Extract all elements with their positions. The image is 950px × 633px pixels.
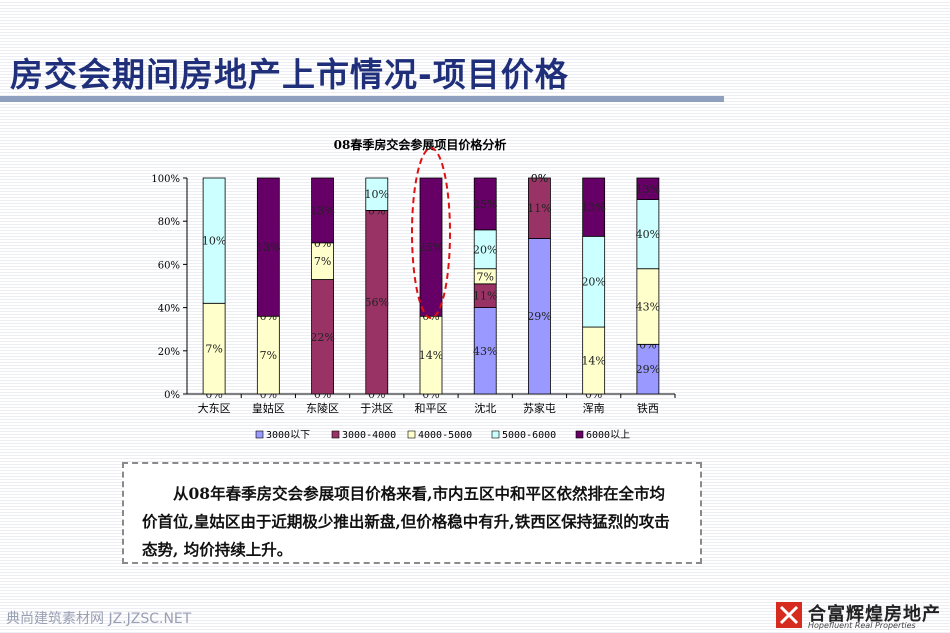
y-tick-label: 60% <box>158 260 180 271</box>
x-tick-label: 于洪区 <box>360 401 393 415</box>
data-label: 7% <box>205 343 222 356</box>
x-tick-label: 铁西 <box>637 402 659 415</box>
page-title: 房交会期间房地产上市情况-项目价格 <box>10 55 569 94</box>
x-tick-label: 沈北 <box>474 401 496 415</box>
y-tick-label: 80% <box>158 217 180 228</box>
legend-swatch <box>255 430 264 439</box>
y-tick-label: 0% <box>164 390 180 401</box>
bar-segment <box>528 177 551 239</box>
data-label: 14% <box>581 355 605 368</box>
data-label: 13% <box>310 204 334 217</box>
company-logo: 合富辉煌房地产 Hopefluent Real Properties <box>776 600 946 630</box>
bar-segment <box>419 177 443 317</box>
bar-segment <box>473 177 497 231</box>
bar-segment <box>582 177 606 237</box>
legend-label: 3000-4000 <box>342 430 396 441</box>
data-label: 7% <box>314 255 331 268</box>
bar-segment <box>256 177 280 317</box>
bar-segment <box>202 177 226 304</box>
price-chart: 08春季房交会参展项目价格分析 0% 20% 40% 60% 80% 100% 0% 7% 10%… <box>140 128 700 458</box>
data-label: 10% <box>202 235 226 248</box>
data-label: 29% <box>636 363 660 376</box>
data-label: 25% <box>473 198 497 211</box>
x-tick-label: 大东区 <box>198 401 231 415</box>
data-label: 43% <box>636 301 660 314</box>
legend-label: 5000-6000 <box>502 430 556 441</box>
watermark-text: 典尚建筑素材网 JZ.JZSC.NET <box>6 611 192 627</box>
legend-label: 4000-5000 <box>418 430 472 441</box>
legend-swatch <box>491 430 500 439</box>
data-label: 40% <box>636 228 660 241</box>
data-label: 43% <box>473 345 497 358</box>
bar-segment <box>636 177 660 201</box>
logo-subtitle: Hopefluent Real Properties <box>808 621 916 630</box>
x-tick-label: 浑南 <box>583 402 605 415</box>
logo-mark-icon <box>776 602 802 628</box>
chart-svg: 08春季房交会参展项目价格分析 0% 20% 40% 60% 80% 100% 0% 7% 10%… <box>151 137 676 441</box>
data-label: 29% <box>527 310 551 323</box>
data-label: 11% <box>527 202 551 215</box>
x-tick-label: 皇姑区 <box>252 401 285 415</box>
data-label: 22% <box>310 331 334 344</box>
data-label: 56% <box>365 296 389 309</box>
data-label: 20% <box>473 243 497 256</box>
x-tick-label: 和平区 <box>415 402 448 415</box>
data-label: 13% <box>256 241 280 254</box>
y-tick-label: 20% <box>158 347 180 358</box>
highlight-ellipse <box>411 147 451 319</box>
legend-swatch <box>575 430 584 439</box>
analysis-note-text: 从08年春季房交会参展项目价格来看,市内五区中和平区依然排在全市均价首位,皇姑区… <box>142 484 670 559</box>
y-tick-label: 40% <box>158 304 180 315</box>
analysis-note-box: 从08年春季房交会参展项目价格来看,市内五区中和平区依然排在全市均价首位,皇姑区… <box>122 462 702 564</box>
data-label: 14% <box>419 349 443 362</box>
chart-title: 08春季房交会参展项目价格分析 <box>334 137 507 152</box>
legend-swatch <box>407 430 416 439</box>
data-label: 0% <box>531 172 548 185</box>
x-tick-label: 苏家屯 <box>523 401 556 415</box>
y-tick-label: 100% <box>151 174 180 185</box>
bar-segment <box>311 177 334 244</box>
data-label: 11% <box>473 290 497 303</box>
data-label: 20% <box>581 276 605 289</box>
x-tick-label: 东陵区 <box>306 402 339 415</box>
data-label: 7% <box>260 349 277 362</box>
bar-segment <box>365 177 389 211</box>
logo-name: 合富辉煌房地产 <box>808 604 941 625</box>
data-label: 25% <box>419 241 443 254</box>
data-label: 7% <box>476 270 493 283</box>
title-underline <box>0 96 724 102</box>
data-label: 13% <box>636 183 660 196</box>
legend-label: 3000以下 <box>266 430 310 441</box>
data-label: 13% <box>581 201 605 214</box>
data-label: 10% <box>365 188 389 201</box>
legend-swatch <box>331 430 340 439</box>
data-label: 0% <box>531 172 548 185</box>
legend-label: 6000以上 <box>586 429 630 441</box>
